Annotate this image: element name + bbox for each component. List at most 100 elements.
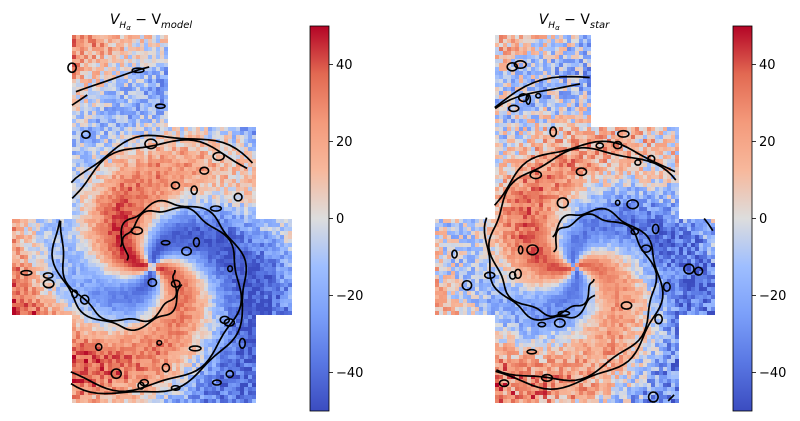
map-pixel [244,339,248,343]
map-pixel [256,227,260,231]
map-pixel [511,47,515,51]
map-pixel [535,43,539,47]
map-pixel [156,123,160,127]
map-pixel [88,55,92,59]
map-pixel [152,319,156,323]
map-pixel [76,367,80,371]
map-pixel [84,155,88,159]
map-pixel [68,275,72,279]
map-pixel [208,171,212,175]
map-pixel [108,327,112,331]
map-pixel [212,127,216,131]
map-pixel [228,271,232,275]
map-pixel [224,287,228,291]
map-pixel [88,323,92,327]
map-pixel [256,283,260,287]
map-pixel [132,339,136,343]
map-pixel [80,183,84,187]
map-pixel [128,355,132,359]
map-pixel [216,203,220,207]
map-pixel [148,275,152,279]
map-pixel [252,147,256,151]
map-pixel [224,251,228,255]
map-pixel [495,59,499,63]
map-pixel [48,223,52,227]
map-pixel [216,175,220,179]
map-pixel [228,191,232,195]
map-pixel [76,299,80,303]
map-pixel [140,99,144,103]
map-pixel [84,59,88,63]
map-pixel [184,251,188,255]
map-pixel [252,331,256,335]
map-pixel [176,395,180,399]
map-pixel [148,375,152,379]
map-pixel [200,283,204,287]
map-pixel [200,291,204,295]
map-pixel [156,171,160,175]
map-pixel [108,267,112,271]
map-pixel [507,83,511,87]
map-pixel [32,291,36,295]
map-pixel [144,131,148,135]
map-pixel [288,271,292,275]
map-pixel [140,39,144,43]
map-pixel [212,375,216,379]
map-pixel [192,311,196,315]
contour-blob [209,205,223,212]
map-pixel [84,259,88,263]
map-pixel [168,391,172,395]
map-pixel [551,103,555,107]
map-pixel [184,235,188,239]
map-pixel [204,179,208,183]
map-pixel [220,323,224,327]
map-pixel [180,131,184,135]
map-pixel [112,359,116,363]
map-pixel [220,255,224,259]
map-pixel [152,215,156,219]
map-pixel [216,131,220,135]
map-pixel [148,159,152,163]
map-pixel [108,299,112,303]
map-pixel [176,275,180,279]
map-pixel [571,55,575,59]
map-pixel [36,295,40,299]
map-pixel [100,43,104,47]
map-pixel [164,55,168,59]
map-pixel [204,135,208,139]
map-pixel [12,247,16,251]
map-pixel [216,231,220,235]
map-pixel [519,91,523,95]
map-pixel [116,99,120,103]
map-pixel [164,231,168,235]
map-pixel [176,367,180,371]
map-pixel [28,303,32,307]
map-pixel [168,383,172,387]
map-pixel [180,135,184,139]
map-pixel [164,343,168,347]
map-pixel [72,323,76,327]
map-pixel [140,335,144,339]
map-pixel [36,291,40,295]
map-pixel [108,99,112,103]
map-pixel [232,283,236,287]
map-pixel [52,235,56,239]
map-pixel [100,119,104,123]
map-pixel [583,71,587,75]
map-pixel [224,143,228,147]
map-pixel [208,291,212,295]
map-pixel [499,127,503,131]
map-pixel [112,295,116,299]
map-pixel [164,395,168,399]
map-pixel [136,319,140,323]
map-pixel [88,159,92,163]
map-pixel [12,267,16,271]
map-pixel [104,259,108,263]
map-pixel [240,247,244,251]
map-pixel [56,279,60,283]
map-pixel [56,275,60,279]
map-pixel [120,351,124,355]
map-pixel [96,95,100,99]
map-pixel [503,115,507,119]
map-pixel [212,347,216,351]
